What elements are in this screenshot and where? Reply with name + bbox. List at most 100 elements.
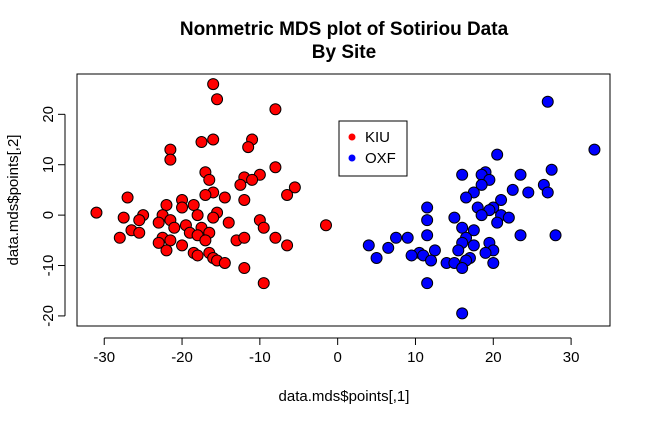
y-axis: -20 -10 0 10 20 [40, 106, 66, 327]
data-point-oxf [456, 307, 469, 320]
data-point-kiu [176, 239, 189, 252]
series-oxf [362, 95, 601, 320]
data-point-oxf [549, 229, 562, 242]
data-point-oxf [522, 186, 535, 199]
y-tick-label: 0 [40, 211, 57, 219]
x-axis-label: data.mds$points[,1] [279, 388, 410, 405]
data-point-kiu [281, 239, 294, 252]
data-point-kiu [218, 257, 231, 269]
x-tick-label: 10 [407, 349, 424, 366]
data-point-oxf [382, 241, 395, 254]
data-point-oxf [541, 186, 554, 199]
data-point-oxf [425, 254, 438, 267]
data-point-kiu [195, 136, 208, 149]
data-point-oxf [456, 262, 469, 275]
legend-label-kiu: KIU [365, 129, 390, 146]
data-point-kiu [113, 231, 126, 244]
data-point-oxf [405, 249, 418, 262]
data-point-kiu [319, 219, 332, 232]
x-tick-label: -20 [171, 349, 193, 366]
data-point-oxf [467, 239, 480, 252]
data-point-kiu [90, 206, 103, 219]
data-point-kiu [207, 133, 220, 146]
data-point-oxf [421, 277, 434, 290]
data-point-kiu [117, 211, 130, 224]
data-point-kiu [164, 153, 177, 166]
data-point-kiu [238, 194, 251, 206]
data-point-kiu [176, 201, 189, 214]
data-point-oxf [362, 239, 375, 252]
data-point-kiu [246, 173, 259, 186]
x-tick-label: -10 [249, 349, 271, 366]
data-point-kiu [191, 209, 204, 222]
data-point-oxf [475, 178, 488, 191]
data-point-oxf [479, 246, 492, 259]
data-point-oxf [421, 201, 434, 214]
data-point-kiu [121, 191, 134, 204]
x-ticks: -30 -20 -10 0 10 20 30 [93, 338, 579, 366]
series-kiu [90, 78, 332, 290]
y-tick-label: 20 [40, 106, 57, 123]
x-tick-label: 30 [563, 349, 580, 366]
x-tick-label: 20 [485, 349, 502, 366]
data-point-oxf [491, 148, 504, 161]
data-point-kiu [281, 188, 294, 201]
data-point-kiu [269, 161, 282, 174]
x-axis: -30 -20 -10 0 10 20 30 [93, 337, 579, 366]
data-point-kiu [238, 231, 251, 244]
data-point-kiu [164, 143, 177, 156]
data-point-kiu [288, 181, 301, 194]
data-point-oxf [495, 194, 508, 206]
data-point-kiu [133, 214, 146, 227]
data-point-kiu [238, 262, 251, 275]
data-point-kiu [168, 221, 181, 234]
legend-label-oxf: OXF [365, 150, 396, 167]
data-point-kiu [234, 178, 247, 191]
data-point-oxf [421, 214, 434, 227]
data-point-kiu [191, 249, 204, 262]
data-point-kiu [199, 188, 212, 201]
x-tick-label: 0 [333, 349, 341, 366]
data-point-kiu [164, 234, 177, 247]
data-point-kiu [133, 226, 146, 239]
data-point-oxf [475, 209, 488, 222]
data-point-oxf [487, 257, 500, 269]
data-point-oxf [428, 244, 441, 257]
data-point-oxf [514, 168, 527, 181]
y-axis-label: data.mds$points[,2] [5, 135, 22, 266]
data-point-oxf [491, 216, 504, 229]
data-point-oxf [545, 163, 558, 176]
chart-title: Nonmetric MDS plot of Sotiriou Data [180, 19, 509, 40]
y-ticks: -20 -10 0 10 20 [40, 106, 65, 327]
data-point-kiu [203, 173, 216, 186]
data-point-kiu [218, 191, 231, 204]
y-tick-label: -20 [40, 305, 57, 327]
data-points [90, 78, 601, 320]
data-point-kiu [160, 244, 173, 257]
legend-marker-oxf [348, 154, 356, 162]
legend-box [338, 120, 408, 177]
data-point-oxf [514, 229, 527, 242]
data-point-oxf [452, 244, 465, 257]
x-tick-label: -30 [93, 349, 115, 366]
data-point-kiu [211, 93, 224, 106]
data-point-oxf [401, 231, 414, 244]
legend: KIU OXF [338, 120, 408, 177]
legend-marker-kiu [348, 133, 356, 141]
data-point-kiu [222, 216, 235, 229]
data-point-kiu [152, 216, 165, 229]
data-point-kiu [207, 211, 220, 224]
data-point-oxf [456, 168, 469, 181]
data-point-kiu [242, 141, 255, 154]
data-point-oxf [467, 224, 480, 237]
data-point-kiu [152, 236, 165, 249]
data-point-oxf [456, 221, 469, 234]
data-point-oxf [502, 211, 515, 224]
data-point-oxf [541, 95, 554, 108]
data-point-kiu [257, 221, 270, 234]
data-point-kiu [160, 199, 173, 212]
y-tick-label: 10 [40, 156, 57, 173]
data-point-kiu [187, 199, 200, 212]
